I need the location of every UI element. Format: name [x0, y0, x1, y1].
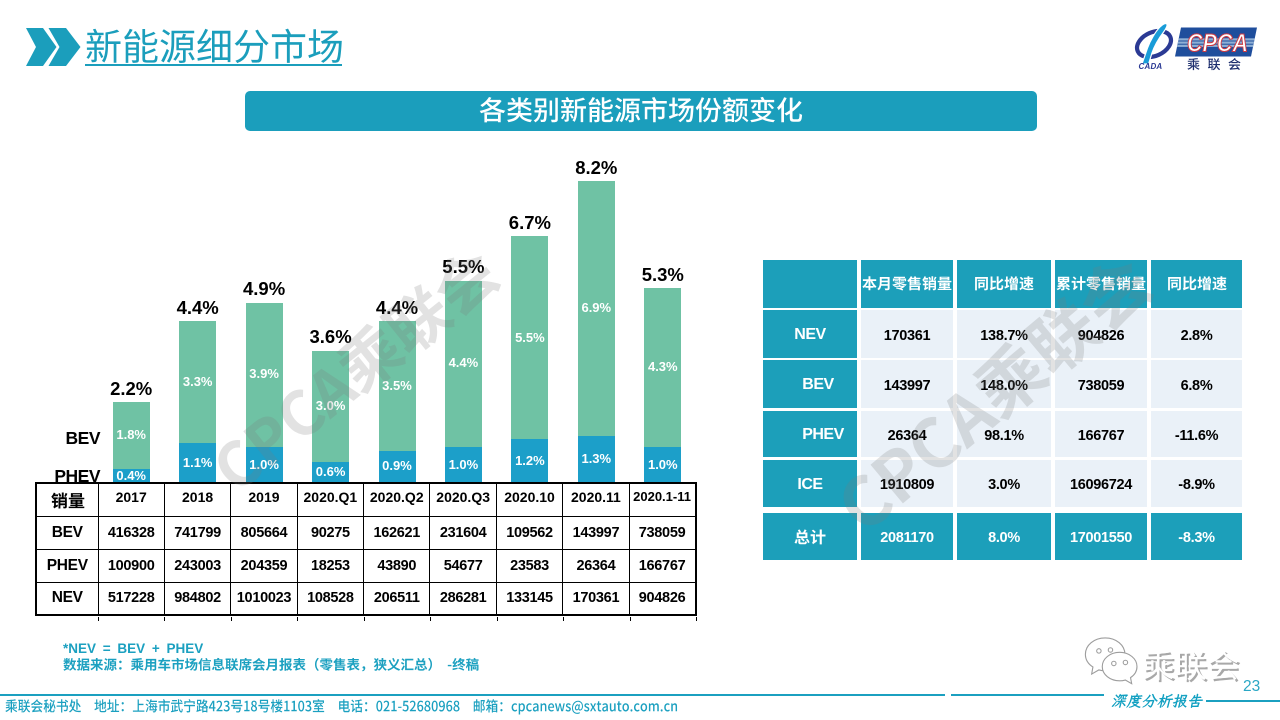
- svg-text:CPCA: CPCA: [1187, 30, 1248, 58]
- svg-text:CADA: CADA: [1139, 62, 1163, 71]
